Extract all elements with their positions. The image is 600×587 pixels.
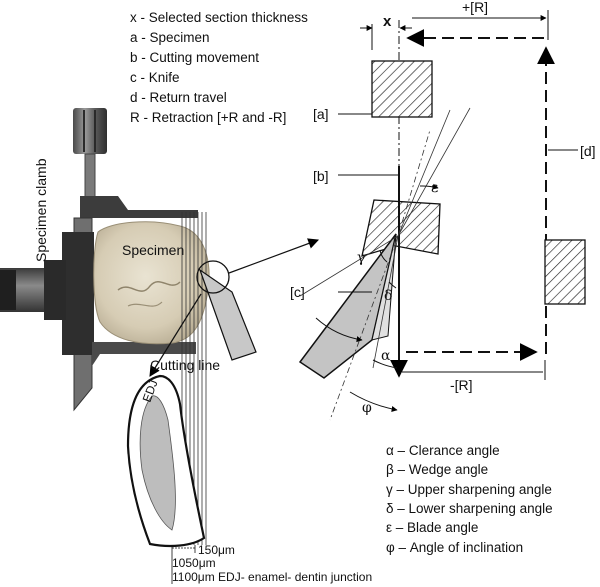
legend-delta: δ – Lower sharpening angle [386, 501, 553, 516]
cutting-line-arrow [149, 293, 202, 377]
legend-item-d: d - Return travel [130, 90, 227, 105]
phi-mark: φ [362, 400, 372, 416]
return-travel-path [406, 29, 555, 361]
c-label: [c] [290, 284, 305, 300]
specimen-block-top [371, 60, 433, 118]
x-label: x [383, 13, 392, 30]
scale-1050: 1050μm [172, 556, 216, 570]
legend-alpha: α – Clerance angle [386, 443, 500, 458]
clamp-body [62, 232, 94, 355]
scale-markers: 150μm 1050μm 1100μm EDJ- enamel- dentin … [171, 543, 372, 584]
legend-item-c: c - Knife [130, 70, 180, 85]
angle-arcs [315, 183, 439, 412]
edj-section [126, 374, 206, 548]
legend-item-a: a - Specimen [130, 30, 210, 45]
specimen-block-return [544, 239, 586, 305]
x-dimension [360, 24, 412, 50]
plus-r-label: +[R] [462, 0, 488, 15]
zoom-circle [196, 260, 230, 294]
minus-r-label: -[R] [450, 377, 473, 393]
angle-lines [299, 107, 471, 421]
legend-gamma: γ – Upper sharpening angle [386, 482, 552, 497]
specimen-label: Specimen [122, 242, 184, 258]
clamp-lower-jaw [92, 342, 196, 366]
clamp-screw [84, 153, 96, 201]
a-label: [a] [313, 106, 329, 122]
b-label: [b] [313, 168, 329, 184]
top-legend: x - Selected section thickness a - Speci… [130, 10, 308, 125]
gamma-mark: γ [357, 250, 365, 266]
legend-epsilon: ε – Blade angle [386, 520, 478, 535]
legend-item-x: x - Selected section thickness [130, 10, 308, 25]
tooth-specimen [93, 221, 210, 345]
specimen-clamp-assembly [0, 108, 198, 412]
alpha-mark: α [381, 348, 391, 364]
cutting-line-label: Cutting line [150, 357, 220, 373]
d-label: [d] [580, 143, 596, 159]
delta-mark: δ [384, 288, 392, 304]
scale-150: 150μm [198, 543, 235, 557]
zoom-arrow [228, 238, 320, 274]
legend-item-b: b - Cutting movement [130, 50, 259, 65]
clamp-knob [73, 108, 107, 154]
scale-1100: 1100μm EDJ- enamel- dentin junction [172, 570, 372, 584]
specimen-clamb-label: Specimen clamb [33, 158, 49, 262]
legend-beta: β – Wedge angle [386, 462, 488, 477]
legend-item-r: R - Retraction [+R and -R] [130, 110, 286, 125]
clamp-upper-jaw [80, 196, 198, 218]
bottom-legend: α – Clerance angle β – Wedge angle γ – U… [386, 443, 553, 555]
legend-phi: φ – Angle of inclination [386, 540, 523, 555]
epsilon-mark: ε [431, 180, 438, 196]
